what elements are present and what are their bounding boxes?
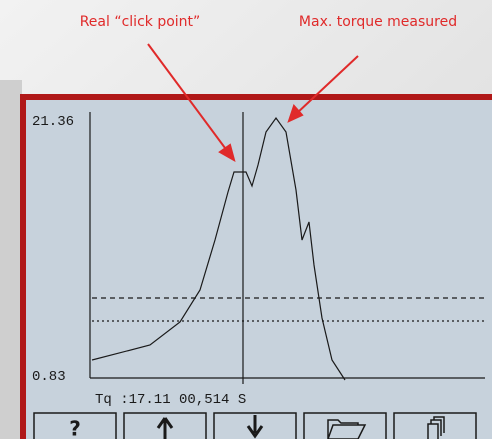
page: Real “click point” Max. torque measured …	[0, 0, 492, 439]
screen	[26, 100, 492, 439]
photo: Real “click point” Max. torque measured …	[0, 0, 492, 439]
annotation: Real “click point”	[80, 14, 201, 30]
readout: Tq :17.11 00,514 S	[95, 392, 246, 408]
annotation: Max. torque measured	[299, 14, 457, 30]
device-edge	[0, 80, 22, 439]
y-min-label: 0.83	[32, 369, 66, 385]
help-label: ?	[69, 417, 81, 439]
y-max-label: 21.36	[32, 114, 74, 130]
